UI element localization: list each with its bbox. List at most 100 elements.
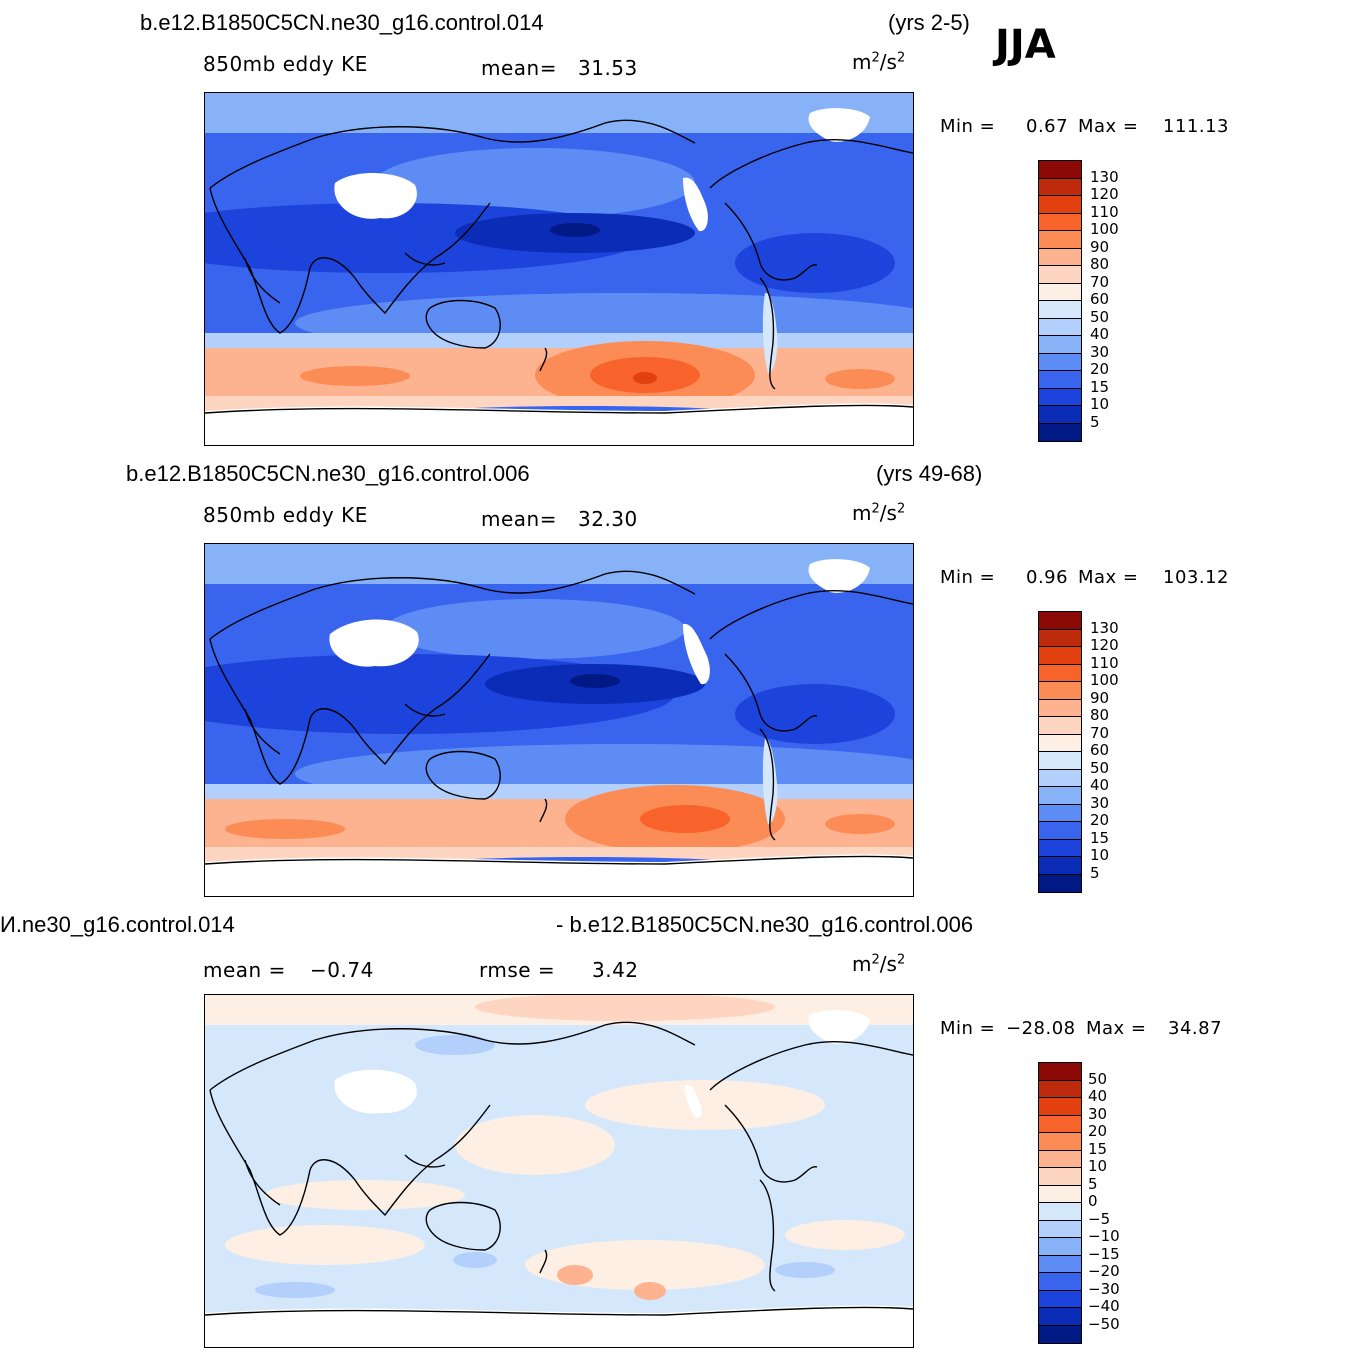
colorbar-swatch (1039, 318, 1081, 336)
colorbar-swatch (1039, 857, 1081, 875)
season-label: JJA (995, 22, 1056, 68)
colorbar-tick-label: 80 (1090, 706, 1110, 724)
colorbar-tick-label: −5 (1088, 1209, 1111, 1228)
colorbar-swatch (1039, 231, 1081, 249)
colorbar-tick-label: 60 (1090, 290, 1110, 308)
colorbar-tick-label: 10 (1090, 395, 1110, 413)
colorbar-tick-label: 50 (1090, 307, 1110, 326)
colorbar-swatch (1039, 682, 1081, 700)
colorbar-tick-label: 0 (1088, 1192, 1098, 1210)
colorbar-tick-label: 130 (1090, 618, 1119, 637)
colorbar-swatch (1039, 629, 1081, 647)
panel3-min-label: Min = (940, 1018, 996, 1039)
colorbar-swatch (1039, 1325, 1081, 1343)
panel3-max-label: Max = (1086, 1018, 1147, 1039)
panel1-case-title: b.e12.B1850C5CN.ne30_g16.control.014 (140, 10, 544, 35)
panel3-colorbar (1038, 1062, 1082, 1344)
panel3-units: m2/s2 (852, 952, 906, 976)
colorbar-swatch (1039, 822, 1081, 840)
colorbar-swatch (1039, 1150, 1081, 1168)
colorbar-tick-label: −40 (1088, 1297, 1120, 1315)
colorbar-swatch (1039, 1220, 1081, 1238)
panel1-max-label: Max = (1078, 116, 1139, 137)
panel2-mean-label: mean= (481, 507, 557, 531)
panel1-variable: 850mb eddy KE (203, 52, 368, 76)
colorbar-swatch (1039, 1203, 1081, 1221)
colorbar-swatch (1039, 301, 1081, 319)
colorbar-tick-label: 120 (1090, 185, 1119, 203)
panel2-years: (yrs 49-68) (876, 461, 983, 486)
panel2-max-label: Max = (1078, 567, 1139, 588)
colorbar-tick-label: −10 (1088, 1227, 1120, 1245)
colorbar-tick-label: 80 (1090, 255, 1110, 273)
colorbar-swatch (1039, 717, 1081, 735)
panel3-case-right: - b.e12.B1850C5CN.ne30_g16.control.006 (556, 912, 974, 937)
colorbar-tick-label: 5 (1090, 412, 1100, 431)
panel2-min-value: 0.96 (1026, 567, 1069, 588)
panel1-min-label: Min = (940, 116, 996, 137)
panel3-mean-label: mean = (203, 958, 286, 982)
colorbar-swatch (1039, 1063, 1081, 1081)
panel2-colorbar (1038, 611, 1082, 893)
colorbar-tick-label: 40 (1088, 1087, 1108, 1105)
colorbar-swatch (1039, 248, 1081, 266)
panel1-years: (yrs 2-5) (888, 10, 970, 35)
panel3-min-value: −28.08 (1006, 1018, 1076, 1039)
colorbar-swatch (1039, 1133, 1081, 1151)
colorbar-swatch (1039, 406, 1081, 424)
colorbar-swatch (1039, 1308, 1081, 1326)
colorbar-swatch (1039, 283, 1081, 301)
colorbar-swatch (1039, 353, 1081, 371)
colorbar-swatch (1039, 336, 1081, 354)
colorbar-swatch (1039, 647, 1081, 665)
colorbar-tick-label: 120 (1090, 636, 1119, 654)
colorbar-tick-label: 15 (1088, 1139, 1108, 1158)
colorbar-swatch (1039, 388, 1081, 406)
colorbar-swatch (1039, 1255, 1081, 1273)
colorbar-swatch (1039, 213, 1081, 231)
colorbar-tick-label: 10 (1090, 846, 1110, 864)
panel2-max-value: 103.12 (1163, 567, 1229, 588)
colorbar-swatch (1039, 752, 1081, 770)
colorbar-swatch (1039, 699, 1081, 717)
panel1-max-value: 111.13 (1163, 116, 1229, 137)
colorbar-swatch (1039, 1238, 1081, 1256)
colorbar-tick-label: 15 (1090, 828, 1110, 847)
panel1-colorbar (1038, 160, 1082, 442)
colorbar-tick-label: 20 (1088, 1122, 1108, 1140)
colorbar-tick-label: 60 (1090, 741, 1110, 759)
colorbar-swatch (1039, 161, 1081, 179)
panel2-variable: 850mb eddy KE (203, 503, 368, 527)
colorbar-swatch (1039, 371, 1081, 389)
colorbar-swatch (1039, 769, 1081, 787)
panel3-mean-value: −0.74 (310, 958, 374, 982)
colorbar-tick-label: 40 (1090, 776, 1110, 794)
colorbar-tick-label: 110 (1090, 202, 1119, 221)
panel2-map (204, 543, 914, 897)
colorbar-swatch (1039, 1168, 1081, 1186)
colorbar-swatch (1039, 1080, 1081, 1098)
colorbar-swatch (1039, 1115, 1081, 1133)
colorbar-tick-label: 20 (1090, 811, 1110, 829)
colorbar-swatch (1039, 1273, 1081, 1291)
colorbar-swatch (1039, 178, 1081, 196)
colorbar-tick-label: −30 (1088, 1279, 1120, 1298)
colorbar-swatch (1039, 664, 1081, 682)
colorbar-tick-label: 30 (1088, 1104, 1108, 1123)
panel3-rmse-label: rmse = (479, 958, 556, 982)
colorbar-tick-label: −20 (1088, 1262, 1120, 1280)
colorbar-swatch (1039, 1185, 1081, 1203)
colorbar-tick-label: 20 (1090, 360, 1110, 378)
panel1-map (204, 92, 914, 446)
colorbar-tick-label: 100 (1090, 220, 1119, 238)
colorbar-tick-label: 30 (1090, 342, 1110, 361)
colorbar-swatch (1039, 1290, 1081, 1308)
colorbar-swatch (1039, 612, 1081, 630)
colorbar-tick-label: 110 (1090, 653, 1119, 672)
panel2-units: m2/s2 (852, 501, 906, 525)
colorbar-tick-label: 5 (1088, 1174, 1098, 1193)
colorbar-swatch (1039, 787, 1081, 805)
panel1-units: m2/s2 (852, 50, 906, 74)
colorbar-tick-label: 15 (1090, 377, 1110, 396)
colorbar-tick-label: 10 (1088, 1157, 1108, 1175)
